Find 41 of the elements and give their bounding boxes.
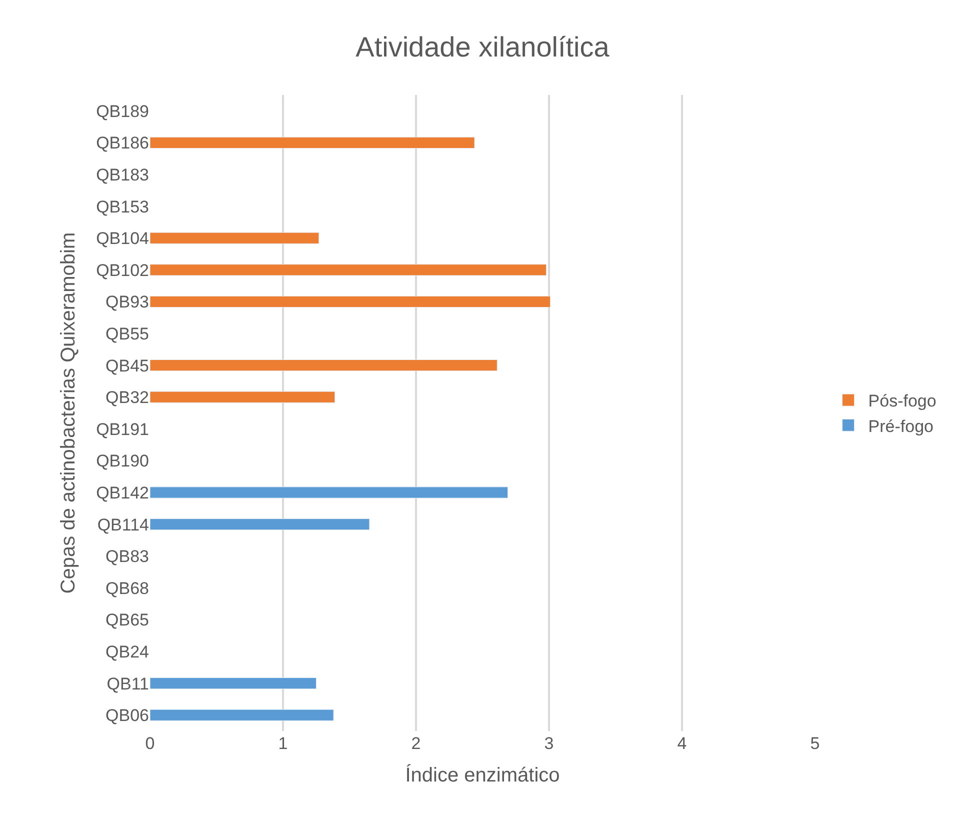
legend-label: Pré-fogo: [868, 416, 934, 436]
x-tick-label: 4: [677, 734, 687, 753]
y-tick-label: QB142: [96, 483, 149, 502]
y-tick-label: QB153: [96, 197, 149, 216]
bar: [150, 296, 551, 308]
bar: [150, 136, 475, 149]
y-tick-label: QB189: [96, 102, 149, 121]
y-axis-title: Cepas de actinobacterias Quixeramobim: [58, 232, 80, 594]
bar: [150, 391, 336, 403]
y-tick-label: QB190: [96, 452, 149, 471]
y-tick-label: QB104: [96, 229, 149, 248]
x-tick-label: 0: [145, 734, 155, 753]
y-tick-label: QB11: [106, 674, 149, 694]
bar: [150, 709, 334, 721]
y-tick-label: QB102: [96, 260, 149, 280]
y-tick-label: QB55: [106, 324, 149, 344]
y-tick-label: QB68: [106, 578, 149, 598]
y-tick-label: QB32: [106, 388, 149, 408]
chart-title: Atividade xilanolítica: [356, 32, 610, 63]
y-tick-label: QB186: [96, 134, 149, 153]
bar: [150, 518, 370, 530]
bar: [150, 359, 498, 372]
y-tick-label: QB45: [106, 356, 149, 376]
y-tick-label: QB191: [96, 420, 149, 439]
x-tick-label: 1: [278, 734, 288, 753]
x-tick-label: 2: [411, 734, 421, 753]
bar: [150, 677, 316, 690]
y-tick-label: QB65: [106, 610, 149, 630]
y-tick-label: QB24: [106, 642, 149, 662]
y-tick-label: QB93: [106, 292, 149, 312]
y-tick-label: QB114: [97, 515, 149, 534]
x-tick-label: 5: [810, 734, 820, 753]
y-tick-label: QB83: [106, 547, 149, 566]
bar: [150, 486, 508, 498]
legend-label: Pós-fogo: [868, 392, 936, 411]
x-tick-label: 3: [544, 734, 554, 753]
x-axis-title: Índice enzimático: [405, 764, 560, 786]
bar: [150, 232, 320, 244]
y-tick-label: QB06: [106, 706, 149, 726]
bar: [150, 264, 547, 276]
y-tick-label: QB183: [96, 165, 149, 184]
